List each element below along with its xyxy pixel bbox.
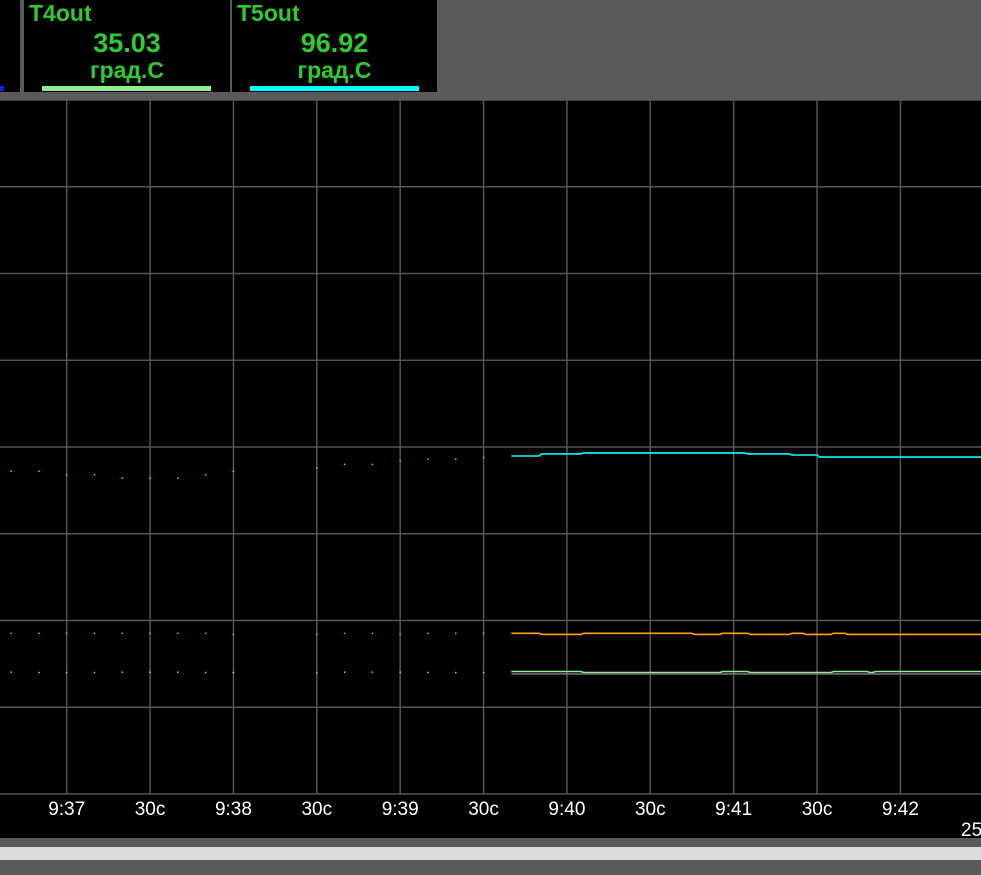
series-color-bar — [250, 86, 419, 91]
trend-chart[interactable]: 9:37 30c 9:38 30c 9:39 30c 9:40 30c 9:41 30c 9:42 2… — [0, 100, 981, 838]
data-point — [399, 633, 401, 636]
data-point — [343, 671, 346, 673]
data-point — [455, 632, 457, 635]
x-tick-label: 9:38 — [215, 799, 252, 820]
data-point — [121, 671, 124, 673]
data-point — [204, 632, 207, 635]
color-bar — [0, 86, 4, 91]
panel-name: T5out — [237, 0, 300, 26]
data-point — [149, 477, 151, 479]
panel-value: 96.92 — [300, 28, 369, 58]
indicator-panel-t5out[interactable]: T5out 96.92 град.С — [232, 0, 437, 92]
data-point — [316, 467, 318, 469]
data-point — [455, 671, 457, 674]
data-point — [121, 477, 124, 479]
series-line — [511, 632, 981, 636]
data-point — [149, 671, 151, 673]
data-point — [65, 632, 68, 635]
data-point — [93, 671, 96, 674]
data-point — [149, 632, 151, 635]
data-point — [232, 633, 235, 636]
x-tick-label: 30c — [802, 799, 833, 820]
horizontal-scrollbar[interactable] — [0, 847, 981, 860]
data-point — [177, 477, 179, 479]
data-point — [204, 671, 207, 674]
data-point — [371, 463, 374, 466]
data-point — [343, 463, 346, 466]
panel-unit: град.С — [89, 57, 165, 83]
x-tick-label: 9:39 — [382, 799, 419, 820]
data-point — [399, 460, 401, 462]
indicator-bar: T4out 35.03 град.С T5out 96.92 град.С — [0, 0, 981, 92]
data-point — [371, 671, 374, 673]
data-point — [177, 671, 179, 673]
panel-value: 35.03 — [93, 28, 161, 58]
data-point — [427, 632, 429, 635]
x-tick-label: 30c — [301, 799, 332, 820]
data-point — [482, 671, 485, 674]
data-point — [10, 632, 12, 635]
data-point — [371, 632, 374, 635]
x-tick-label: 9:37 — [48, 799, 85, 820]
data-point — [121, 632, 124, 635]
data-point — [10, 470, 12, 473]
data-point — [399, 671, 401, 673]
x-tick-label: 30c — [468, 799, 499, 820]
y-tick-label: 25 — [961, 820, 981, 838]
data-point — [93, 474, 96, 476]
series-color-bar — [42, 86, 211, 91]
x-tick-label: 9:41 — [715, 799, 752, 820]
data-point — [10, 671, 12, 673]
divider — [0, 838, 981, 847]
data-point — [65, 474, 68, 476]
x-tick-label: 30c — [135, 799, 166, 820]
data-point — [482, 456, 485, 459]
data-point — [482, 632, 485, 635]
data-point — [65, 671, 68, 674]
data-point — [343, 632, 346, 635]
data-point — [427, 458, 429, 460]
x-tick-label: 9:42 — [882, 799, 919, 820]
x-tick-label: 9:40 — [548, 799, 585, 820]
data-point — [232, 470, 235, 473]
x-tick-label: 30c — [635, 799, 666, 820]
indicator-panel-partial[interactable] — [0, 0, 20, 92]
data-point — [427, 671, 429, 674]
data-point — [232, 671, 235, 674]
data-point — [177, 632, 179, 635]
plot-background — [0, 100, 981, 838]
panel-name: T4out — [29, 0, 92, 26]
indicator-panel-t4out[interactable]: T4out 35.03 град.С — [24, 0, 230, 92]
data-point — [316, 671, 318, 674]
panel-unit: град.С — [297, 57, 372, 83]
series-line — [511, 670, 981, 674]
data-point — [204, 474, 207, 476]
data-point — [38, 671, 40, 674]
series-line — [511, 452, 981, 458]
data-point — [316, 633, 318, 636]
data-point — [38, 632, 40, 635]
data-point — [38, 470, 40, 473]
data-point — [455, 458, 457, 460]
data-point — [93, 632, 96, 635]
